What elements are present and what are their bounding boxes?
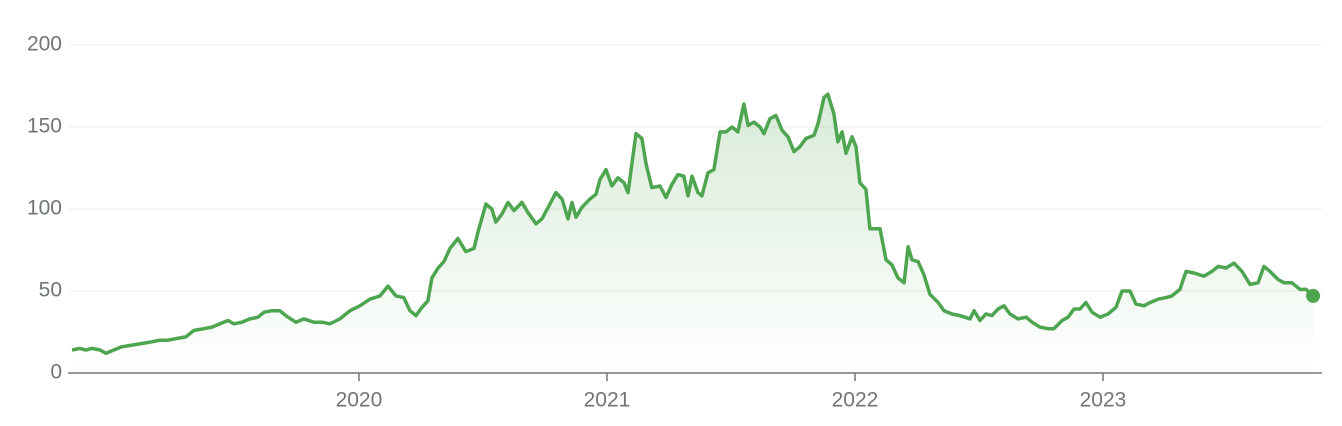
area xyxy=(72,94,1314,373)
y-tick-label: 100 xyxy=(27,197,62,220)
x-tick-label: 2020 xyxy=(336,389,383,412)
x-tick-label: 2023 xyxy=(1080,389,1127,412)
y-tick-label: 50 xyxy=(39,279,62,302)
x-tick-label: 2021 xyxy=(584,389,631,412)
y-tick-label: 150 xyxy=(27,115,62,138)
y-tick-label: 200 xyxy=(27,33,62,56)
y-tick-label: 0 xyxy=(50,361,62,384)
x-tick-label: 2022 xyxy=(832,389,879,412)
line xyxy=(71,92,1315,356)
end-point xyxy=(1306,288,1321,303)
